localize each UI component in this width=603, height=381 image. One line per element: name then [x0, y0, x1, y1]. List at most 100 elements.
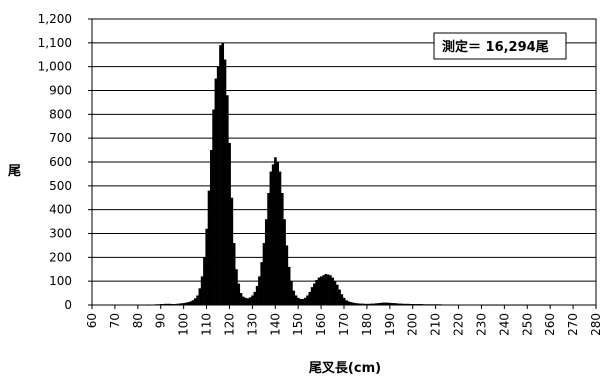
histogram-bar [361, 303, 364, 305]
histogram-bar [386, 302, 389, 305]
histogram-bar [368, 303, 371, 305]
y-tick-label: 1,100 [38, 36, 72, 50]
x-tick-label: 220 [452, 313, 466, 336]
histogram-bar [203, 257, 206, 305]
histogram-bar [390, 303, 394, 305]
histogram-bar [283, 219, 286, 305]
histogram-bar [216, 66, 220, 306]
histogram-bar [228, 142, 231, 305]
histogram-bar [384, 302, 387, 305]
histogram-bar [276, 162, 280, 305]
histogram-bar [177, 303, 181, 305]
histogram-bar [255, 285, 259, 305]
histogram-bar [358, 303, 362, 305]
histogram-bar [164, 303, 167, 305]
y-tick-label: 900 [49, 84, 72, 98]
x-tick-label: 200 [406, 313, 420, 336]
x-tick-label: 270 [566, 313, 580, 336]
histogram-bar [363, 303, 367, 305]
histogram-bar [262, 243, 266, 305]
histogram-bar [354, 303, 357, 305]
histogram-bar [166, 303, 170, 305]
histogram-bar [175, 303, 179, 305]
x-tick-label: 280 [589, 313, 603, 336]
histogram-bar [180, 303, 183, 305]
histogram-bar [226, 95, 229, 306]
x-tick-label: 160 [314, 313, 328, 336]
histogram-bar [246, 298, 250, 305]
histogram-bar [248, 297, 252, 305]
histogram-bar [214, 78, 218, 305]
histogram-bar [402, 303, 406, 305]
x-tick-label: 190 [383, 313, 397, 336]
histogram-bar [388, 302, 392, 305]
x-tick-label: 240 [497, 313, 511, 336]
histogram-bar [219, 45, 222, 305]
histogram-bar [260, 262, 263, 305]
x-tick-label: 130 [245, 313, 259, 336]
x-tick-label: 60 [85, 313, 99, 328]
histogram-bar [333, 281, 337, 305]
histogram-bar [285, 245, 289, 305]
histogram-bar [168, 303, 172, 305]
histogram-bar [253, 291, 257, 305]
histogram-bar [365, 303, 369, 305]
histogram-bar [196, 295, 199, 305]
y-tick-label: 500 [49, 179, 72, 193]
histogram-bar [200, 276, 204, 305]
histogram-bar [223, 59, 227, 306]
histogram-bar [372, 303, 376, 305]
histogram-bar [308, 291, 312, 305]
histogram-bar [237, 283, 241, 305]
histogram-bar [400, 303, 403, 305]
x-tick-label: 110 [200, 313, 214, 336]
histogram-bar [329, 275, 332, 305]
histogram-bar [340, 294, 344, 305]
histogram-bars [145, 42, 552, 306]
x-axis-ticks: 60 70 80 90 100 110 120 130 140 150 160 170 180 190 20… [85, 305, 603, 336]
histogram-bar [264, 219, 268, 305]
grid-lines [92, 18, 596, 306]
histogram-bar [299, 299, 302, 305]
histogram-bar [287, 266, 291, 305]
histogram-bar [370, 303, 373, 305]
x-tick-label: 80 [131, 313, 145, 328]
histogram-bar [317, 277, 321, 305]
histogram-bar [274, 157, 277, 305]
histogram-bar [281, 192, 284, 305]
y-tick-label: 600 [49, 155, 72, 169]
histogram-bar [374, 303, 378, 305]
y-tick-label: 200 [49, 250, 72, 264]
histogram-bar [345, 300, 348, 305]
histogram-bar [297, 297, 300, 305]
x-tick-label: 100 [177, 313, 191, 336]
histogram-bar [258, 276, 261, 305]
y-tick-label: 400 [49, 203, 72, 217]
histogram-bar [319, 276, 323, 305]
histogram-bar [331, 277, 334, 305]
histogram-bar [278, 171, 282, 305]
x-tick-label: 150 [291, 313, 305, 336]
histogram-bar [251, 295, 254, 305]
histogram-bar [184, 302, 188, 305]
histogram-bar [290, 281, 293, 305]
x-tick-label: 120 [222, 313, 236, 336]
y-tick-label: 0 [64, 298, 72, 312]
histogram-bar [193, 298, 197, 305]
x-tick-label: 250 [520, 313, 534, 336]
histogram-bar [315, 279, 318, 305]
histogram-bar [207, 190, 211, 305]
histogram-bar [221, 42, 225, 305]
histogram-bar [244, 297, 247, 305]
y-tick-label: 1,000 [38, 60, 72, 74]
histogram-bar [198, 288, 202, 305]
histogram-bar [352, 302, 355, 305]
histogram-bar [187, 302, 190, 305]
x-tick-label: 70 [108, 313, 122, 328]
histogram-bar [239, 293, 243, 305]
histogram-bar [303, 297, 307, 305]
histogram-bar [301, 299, 305, 305]
histogram-bar [356, 303, 360, 305]
y-axis-label: 尾 [8, 164, 21, 179]
y-tick-label: 100 [49, 274, 72, 288]
